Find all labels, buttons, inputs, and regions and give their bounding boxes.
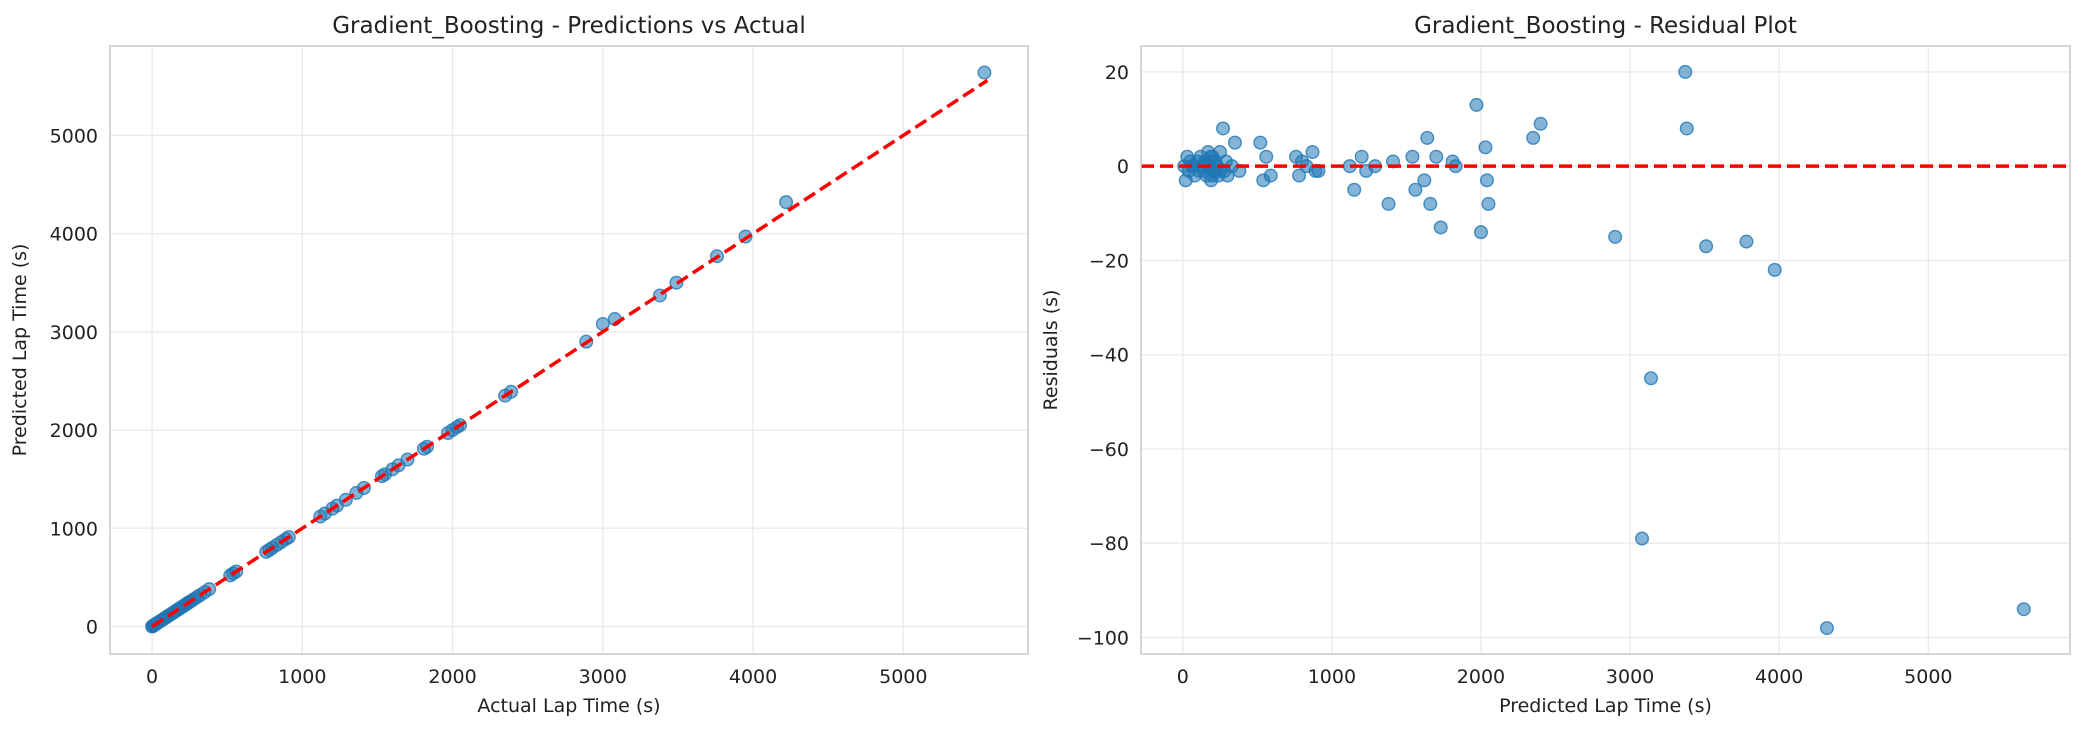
y-axis-label: Residuals (s)	[1040, 290, 1062, 411]
data-point	[1469, 97, 1484, 112]
data-point	[1253, 135, 1268, 150]
data-point	[1204, 149, 1219, 164]
data-point	[1679, 121, 1694, 136]
data-point	[1259, 149, 1274, 164]
data-point	[1216, 121, 1231, 136]
data-point	[1408, 182, 1423, 197]
data-point	[1478, 140, 1493, 155]
y-tick-label: −100	[1077, 628, 1129, 650]
data-point	[1767, 262, 1782, 277]
data-point	[1381, 196, 1396, 211]
data-point	[977, 65, 992, 80]
plot-frame	[109, 45, 1029, 655]
data-point	[1423, 196, 1438, 211]
data-point	[1819, 621, 1834, 636]
y-tick-label: −60	[1089, 439, 1129, 461]
x-tick-label: 0	[146, 666, 158, 688]
x-tick-label: 4000	[1755, 666, 1803, 688]
y-tick-label: 3000	[50, 322, 98, 344]
reference-line-layer	[151, 78, 989, 628]
y-tick-label: 0	[86, 616, 98, 638]
y-axis-label: Predicted Lap Time (s)	[9, 244, 31, 457]
data-point	[779, 195, 794, 210]
data-point	[1263, 168, 1278, 183]
data-point	[1533, 116, 1548, 131]
y-tick-label: −20	[1089, 250, 1129, 272]
tick-labels: 0 1000 2000 3000 4000 5000 20 0 −20 −40 −60 −80 −100	[1077, 62, 1953, 688]
y-tick-label: 20	[1105, 62, 1129, 84]
x-tick-label: 2000	[428, 666, 476, 688]
y-tick-label: −40	[1089, 345, 1129, 367]
perfect-prediction-line	[151, 78, 989, 628]
data-point	[1405, 149, 1420, 164]
data-point	[1347, 182, 1362, 197]
x-tick-label: 2000	[1457, 666, 1505, 688]
x-tick-label: 3000	[579, 666, 627, 688]
data-point	[1473, 225, 1488, 240]
x-tick-label: 5000	[1904, 666, 1952, 688]
grid	[110, 46, 1028, 654]
x-tick-label: 4000	[729, 666, 777, 688]
residual-plot-panel: 0 1000 2000 3000 4000 5000 20 0 −20 −40 −60 −80 −100…	[1040, 13, 2071, 717]
x-tick-label: 1000	[1308, 666, 1356, 688]
y-tick-label: 2000	[50, 420, 98, 442]
data-point	[1433, 220, 1448, 235]
data-point	[1479, 173, 1494, 188]
x-axis-label: Predicted Lap Time (s)	[1499, 695, 1712, 717]
tick-labels: 0 1000 2000 3000 4000 5000 0 1000 2000 3000 4000 50…	[50, 125, 928, 688]
grid	[1141, 46, 2070, 654]
y-tick-label: −80	[1089, 533, 1129, 555]
data-point	[1429, 149, 1444, 164]
data-point	[1292, 168, 1307, 183]
x-tick-label: 5000	[879, 666, 927, 688]
y-tick-label: 4000	[50, 224, 98, 246]
data-point	[1739, 234, 1754, 249]
data-point	[2016, 602, 2031, 617]
chart-title: Gradient_Boosting - Residual Plot	[1414, 13, 1797, 39]
x-tick-label: 3000	[1606, 666, 1654, 688]
x-tick-label: 1000	[278, 666, 326, 688]
data-point	[1354, 149, 1369, 164]
x-tick-label: 0	[1177, 666, 1189, 688]
chart-title: Gradient_Boosting - Predictions vs Actua…	[332, 13, 806, 39]
y-tick-label: 1000	[50, 518, 98, 540]
data-point	[1417, 173, 1432, 188]
scatter-points	[1177, 64, 2031, 636]
data-point	[1699, 239, 1714, 254]
y-tick-label: 5000	[50, 125, 98, 147]
data-point	[1635, 531, 1650, 546]
x-axis-label: Actual Lap Time (s)	[477, 695, 660, 717]
data-point	[1481, 196, 1496, 211]
data-point	[1643, 371, 1658, 386]
data-point	[1420, 130, 1435, 145]
y-tick-label: 0	[1117, 156, 1129, 178]
data-point	[1227, 135, 1242, 150]
plot-frame	[1140, 45, 2071, 655]
data-point	[1608, 229, 1623, 244]
predictions-vs-actual-panel: 0 1000 2000 3000 4000 5000 0 1000 2000 3000 4000 50…	[9, 13, 1029, 717]
data-point	[1305, 145, 1320, 160]
data-point	[1526, 130, 1541, 145]
data-point	[1678, 64, 1693, 79]
